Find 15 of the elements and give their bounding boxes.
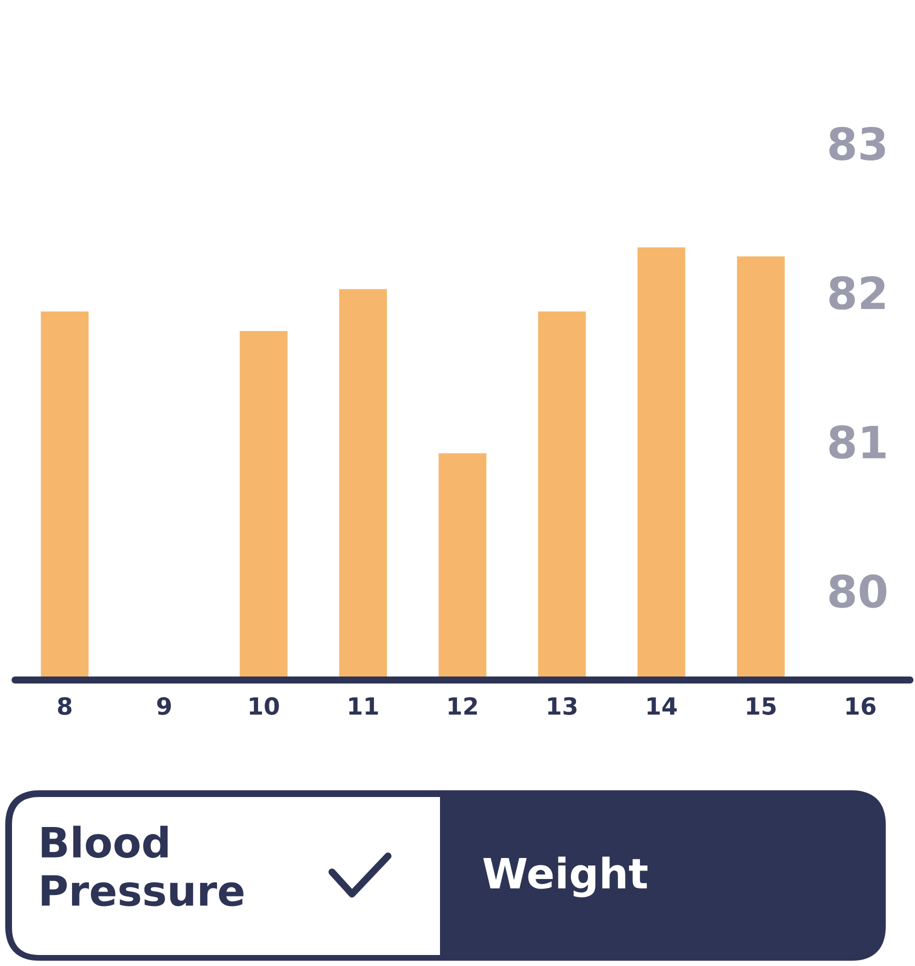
x-tick-label: 13 xyxy=(548,697,576,715)
y-tick-label: 82 xyxy=(829,276,885,310)
x-tick-label: 12 xyxy=(448,697,477,715)
x-tick-label: 11 xyxy=(349,697,378,715)
x-tick-label: 10 xyxy=(250,697,279,715)
x-tick-label: 16 xyxy=(846,697,876,715)
x-tick-label: 8 xyxy=(58,697,72,715)
y-tick-label: 80 xyxy=(829,574,886,608)
y-tick-label: 83 xyxy=(829,126,885,161)
text: Blood Pressure xyxy=(42,826,244,906)
x-tick-label: 14 xyxy=(648,697,677,715)
text: Weight xyxy=(483,856,648,898)
x-tick-label: 15 xyxy=(747,697,776,715)
y-tick-label: 81 xyxy=(829,425,886,459)
x-tick-label: 9 xyxy=(157,697,171,715)
